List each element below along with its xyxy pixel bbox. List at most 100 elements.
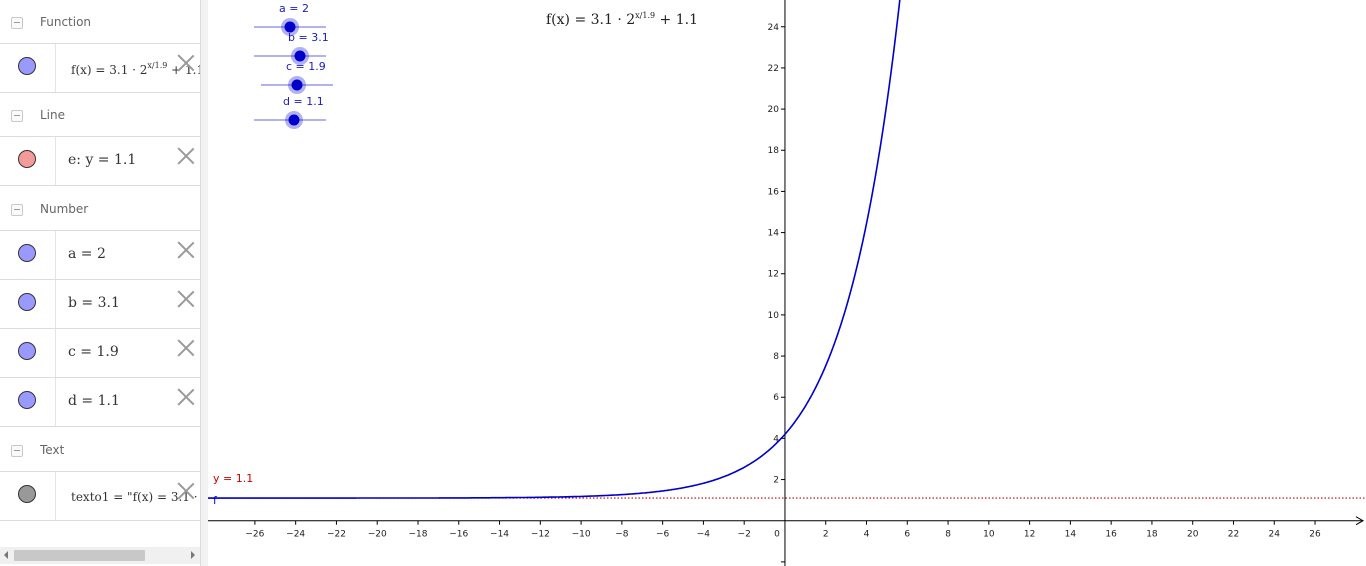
marble-cell	[0, 329, 56, 377]
x-tick-label: 4	[864, 530, 870, 540]
delete-icon[interactable]	[176, 53, 196, 73]
group-header-text[interactable]: Text	[0, 428, 200, 472]
algebra-expression[interactable]: e: y = 1.1	[68, 152, 137, 168]
algebra-item-texto1[interactable]: texto1 = "f(x) = 3.1 ·	[0, 472, 200, 521]
formula-suffix: + 1.1	[655, 12, 698, 28]
slider-d-knob[interactable]	[288, 114, 300, 126]
algebra-item-a[interactable]: a = 2	[0, 231, 200, 280]
x-tick-label: 10	[983, 530, 995, 540]
x-tick-label: −4	[697, 530, 711, 540]
y-tick-label: 18	[768, 146, 780, 156]
slider-c-label: c = 1.9	[286, 60, 326, 73]
y-tick-label: 12	[768, 270, 779, 280]
slider-d-label: d = 1.1	[283, 95, 324, 108]
x-tick-label: 8	[945, 530, 951, 540]
group-label: Number	[40, 202, 89, 216]
scroll-left-arrow-icon[interactable]	[4, 551, 8, 559]
y-tick-label: 24	[768, 23, 780, 33]
collapse-toggle-icon[interactable]	[11, 17, 23, 29]
x-tick-label: 26	[1309, 530, 1321, 540]
group-label: Line	[40, 108, 66, 122]
horizontal-scrollbar[interactable]	[0, 547, 200, 564]
visibility-marble-icon[interactable]	[18, 57, 36, 75]
algebra-expression[interactable]: c = 1.9	[68, 344, 119, 360]
algebra-expression[interactable]: texto1 = "f(x) = 3.1 ·	[71, 490, 198, 504]
x-tick-label: −26	[245, 530, 264, 540]
x-tick-label: −6	[656, 530, 670, 540]
y-tick-label: 20	[768, 105, 780, 115]
marble-cell	[0, 472, 56, 520]
visibility-marble-icon[interactable]	[18, 293, 36, 311]
curve-f	[208, 0, 901, 499]
x-tick-label: −12	[531, 530, 550, 540]
panel-splitter[interactable]	[200, 0, 208, 566]
x-tick-label: 6	[904, 530, 910, 540]
algebra-item-f[interactable]: f(x) = 3.1 · 2x/1.9 + 1.1	[0, 44, 200, 93]
expression-exponent: x/1.9	[147, 61, 168, 70]
slider-a-knob[interactable]	[284, 21, 296, 33]
group-header-function[interactable]: Function	[0, 0, 200, 44]
algebra-expression[interactable]: d = 1.1	[68, 393, 120, 409]
group-header-number[interactable]: Number	[0, 187, 200, 231]
x-tick-label: −18	[408, 530, 427, 540]
slider-b-knob[interactable]	[294, 50, 306, 62]
delete-icon[interactable]	[176, 481, 196, 501]
x-tick-label: 22	[1228, 530, 1239, 540]
group-header-line[interactable]: Line	[0, 93, 200, 137]
visibility-marble-icon[interactable]	[18, 150, 36, 168]
delete-icon[interactable]	[176, 146, 196, 166]
group-label: Function	[40, 15, 92, 29]
slider-c-knob[interactable]	[291, 79, 303, 91]
algebra-item-c[interactable]: c = 1.9	[0, 329, 200, 378]
y-tick-label: 14	[768, 229, 780, 239]
algebra-item-b[interactable]: b = 3.1	[0, 280, 200, 329]
line-e-label: y = 1.1	[213, 472, 254, 485]
algebra-item-d[interactable]: d = 1.1	[0, 378, 200, 427]
slider-a-label: a = 2	[279, 2, 309, 15]
delete-icon[interactable]	[176, 289, 196, 309]
x-tick-label: −2	[738, 530, 751, 540]
collapse-toggle-icon[interactable]	[11, 204, 23, 216]
y-tick-label: 22	[768, 64, 779, 74]
x-axis-arrow-icon	[1355, 516, 1365, 526]
y-tick-label: 2	[773, 476, 779, 486]
scrollbar-thumb[interactable]	[14, 550, 145, 561]
y-tick-label: 6	[773, 393, 779, 403]
x-tick-label: 12	[1024, 530, 1035, 540]
x-tick-label: 18	[1146, 530, 1158, 540]
algebra-expression[interactable]: b = 3.1	[68, 295, 120, 311]
group-label: Text	[40, 443, 65, 457]
collapse-toggle-icon[interactable]	[11, 110, 23, 122]
x-tick-label: −8	[615, 530, 629, 540]
delete-icon[interactable]	[176, 240, 196, 260]
x-tick-label: −22	[327, 530, 346, 540]
delete-icon[interactable]	[176, 338, 196, 358]
delete-icon[interactable]	[176, 387, 196, 407]
x-tick-label: −10	[572, 530, 591, 540]
x-tick-label: 16	[1105, 530, 1117, 540]
y-tick-label: 8	[773, 352, 779, 362]
scroll-right-arrow-icon[interactable]	[191, 551, 195, 559]
visibility-marble-icon[interactable]	[18, 391, 36, 409]
visibility-marble-icon[interactable]	[18, 485, 36, 503]
marble-cell	[0, 137, 56, 185]
x-tick-label: 24	[1269, 530, 1281, 540]
collapse-toggle-icon[interactable]	[11, 445, 23, 457]
visibility-marble-icon[interactable]	[18, 244, 36, 262]
x-tick-label: 20	[1187, 530, 1199, 540]
curve-f-label: f	[213, 494, 217, 507]
x-tick-label: −24	[286, 530, 305, 540]
visibility-marble-icon[interactable]	[18, 342, 36, 360]
graph-canvas[interactable]: −26 −24 −22 −20 −18 −16 −14 −12 −10 −8 −6 −4 −2 2 4 6 8 1…	[208, 0, 1366, 566]
x-tick-label: −14	[490, 530, 509, 540]
algebra-expression[interactable]: a = 2	[68, 246, 106, 262]
formula-text[interactable]: f(x) = 3.1 · 2x/1.9 + 1.1	[546, 11, 698, 28]
x-tick-label: 2	[823, 530, 829, 540]
marble-cell	[0, 44, 56, 92]
formula-exponent: x/1.9	[635, 11, 656, 20]
expression-base: f(x) = 3.1 · 2	[71, 63, 148, 77]
algebra-item-e[interactable]: e: y = 1.1	[0, 137, 200, 186]
y-tick-label: 16	[768, 187, 780, 197]
marble-cell	[0, 378, 56, 426]
graphics-view[interactable]: −26 −24 −22 −20 −18 −16 −14 −12 −10 −8 −6 −4 −2 2 4 6 8 1…	[208, 0, 1366, 566]
